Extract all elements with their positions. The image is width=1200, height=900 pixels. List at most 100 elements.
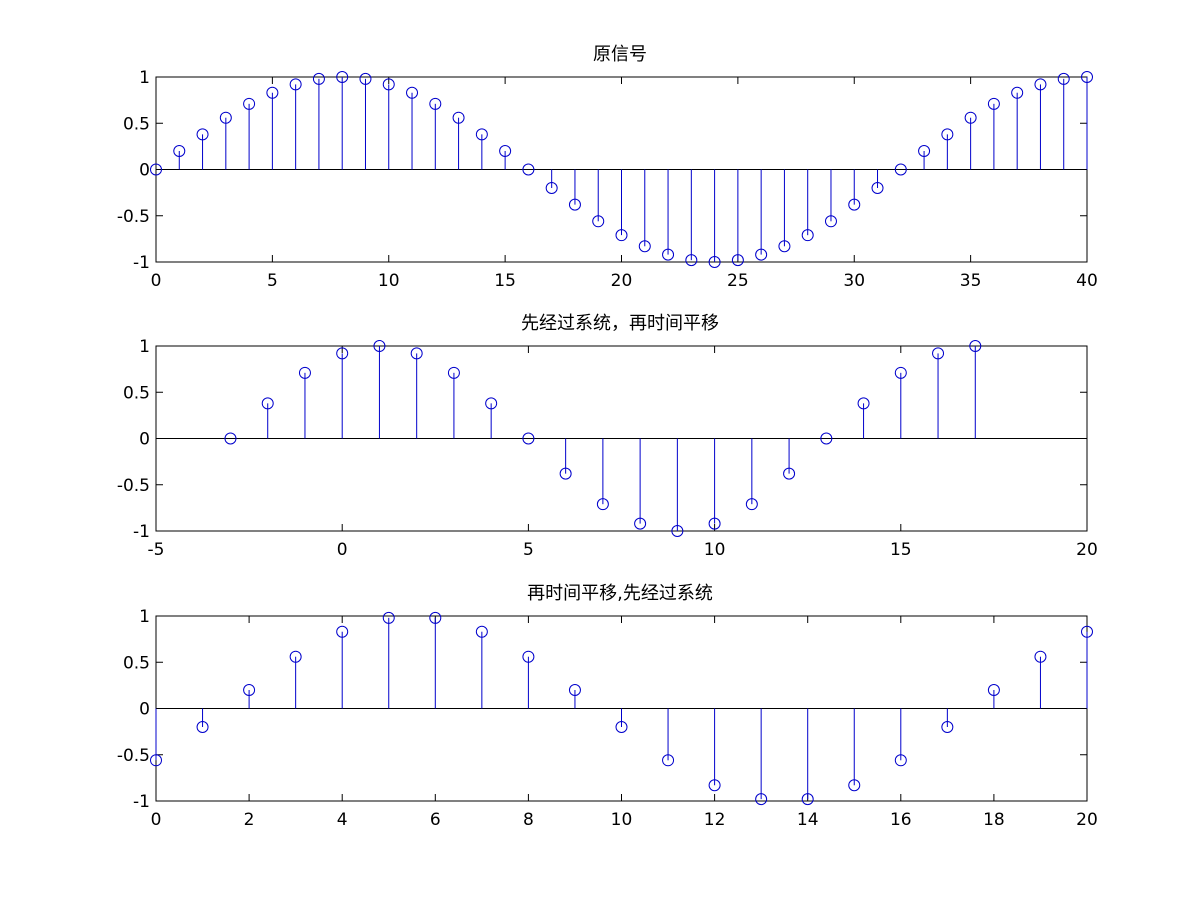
- stem-marker: [359, 72, 372, 85]
- stem-marker: [662, 754, 675, 767]
- y-tick-label: 0.5: [123, 383, 150, 403]
- stem-marker: [857, 397, 870, 410]
- plot-original-signal: 原信号 0 5 10 15 20 25 30 35 40 -1 -0.5 0 0.5 1: [117, 44, 1098, 291]
- stem-marker: [987, 684, 1000, 696]
- stem-marker: [894, 366, 907, 379]
- stem-marker: [941, 128, 954, 141]
- stem-marker: [243, 684, 256, 696]
- stem-marker: [1034, 78, 1047, 91]
- stem-marker: [173, 145, 186, 157]
- stem-marker: [708, 517, 721, 530]
- stem-marker: [969, 340, 982, 352]
- plot-system-then-shift: 先经过系统，再时间平移 -5 0 5 10 15 20 -1 -0.5 0 0.5 1: [117, 313, 1098, 560]
- x-tick-label: 20: [1076, 810, 1098, 830]
- chart-title: 先经过系统，再时间平移: [521, 313, 719, 334]
- stem-marker: [820, 432, 833, 445]
- stem-marker: [266, 86, 279, 99]
- stem-marker: [336, 347, 349, 360]
- stem-marker: [447, 366, 460, 379]
- x-tick-label: 6: [430, 810, 441, 830]
- stem-marker: [522, 650, 535, 663]
- y-tick-label: 1: [139, 337, 150, 357]
- x-tick-label: -5: [148, 540, 165, 560]
- y-tick-label: -0.5: [117, 476, 150, 496]
- stem-marker: [475, 128, 488, 141]
- x-tick-label: 35: [960, 271, 982, 291]
- x-tick-label: 10: [378, 271, 400, 291]
- stem-marker: [745, 498, 758, 511]
- stem-marker: [1034, 650, 1047, 663]
- stem-marker: [918, 145, 931, 157]
- x-tick-label: 14: [797, 810, 819, 830]
- stem-marker: [987, 97, 1000, 110]
- stem-marker: [475, 625, 488, 638]
- x-tick-label: 4: [337, 810, 348, 830]
- stem-marker: [778, 240, 791, 253]
- y-tick-label: -1: [133, 522, 150, 542]
- stem-marker: [871, 182, 884, 194]
- stem-marker: [596, 498, 609, 511]
- stem-marker: [941, 721, 954, 733]
- y-tick-label: 0.5: [123, 114, 150, 134]
- stem-marker: [382, 611, 395, 624]
- plot-shift-then-system: 再时间平移,先经过系统 0 2 4 6 8 10 12 14 16 18 20 -1 -0.5 0 0.5 1: [117, 583, 1098, 830]
- stem-marker: [196, 128, 209, 141]
- stem-marker: [224, 432, 237, 445]
- y-tick-label: 1: [139, 68, 150, 88]
- stem-marker: [312, 72, 325, 85]
- stem-marker: [801, 229, 814, 242]
- stem-marker: [243, 97, 256, 110]
- x-tick-label: 5: [523, 540, 534, 560]
- stem-marker: [894, 163, 907, 176]
- stem-marker: [592, 215, 605, 228]
- x-tick-label: 0: [151, 810, 162, 830]
- x-tick-label: 10: [704, 540, 726, 560]
- x-tick-label: 20: [611, 271, 633, 291]
- stem-marker: [429, 97, 442, 110]
- stem-marker: [452, 111, 465, 124]
- stem-marker: [685, 254, 698, 267]
- stem-marker: [932, 347, 945, 360]
- stem-marker: [289, 78, 302, 91]
- stem-marker: [783, 467, 796, 480]
- stem-marker: [429, 611, 442, 624]
- y-tick-label: 0: [139, 430, 150, 450]
- x-tick-label: 0: [151, 271, 162, 291]
- y-tick-label: -0.5: [117, 207, 150, 227]
- stem-marker: [559, 467, 572, 480]
- stem-marker: [485, 397, 498, 410]
- x-tick-label: 0: [337, 540, 348, 560]
- stem-marker: [522, 163, 535, 176]
- y-tick-label: -1: [133, 792, 150, 812]
- chart-title: 原信号: [593, 44, 647, 65]
- y-tick-label: -1: [133, 253, 150, 273]
- x-tick-label: 10: [611, 810, 633, 830]
- stem-marker: [894, 754, 907, 767]
- stem-marker: [662, 248, 675, 261]
- stem-marker: [336, 625, 349, 638]
- x-tick-label: 20: [1076, 540, 1098, 560]
- stem-marker: [568, 198, 581, 211]
- stem-marker: [298, 366, 311, 379]
- stem-marker: [848, 779, 861, 792]
- stem-marker: [1011, 86, 1024, 99]
- stem-marker: [638, 240, 651, 253]
- x-tick-label: 12: [704, 810, 726, 830]
- x-tick-label: 15: [890, 540, 912, 560]
- stem-marker: [708, 256, 721, 268]
- y-tick-label: -0.5: [117, 746, 150, 766]
- x-tick-label: 5: [267, 271, 278, 291]
- y-tick-label: 1: [139, 607, 150, 627]
- stem-marker: [219, 111, 232, 124]
- stem-marker: [382, 78, 395, 91]
- x-tick-label: 2: [244, 810, 255, 830]
- stem-marker: [522, 432, 535, 445]
- stem-marker: [755, 793, 768, 806]
- y-tick-label: 0: [139, 161, 150, 181]
- stem-marker: [150, 163, 162, 176]
- x-tick-label: 8: [523, 810, 534, 830]
- stem-marker: [671, 525, 684, 537]
- stem-marker: [615, 721, 628, 733]
- x-tick-label: 15: [494, 271, 516, 291]
